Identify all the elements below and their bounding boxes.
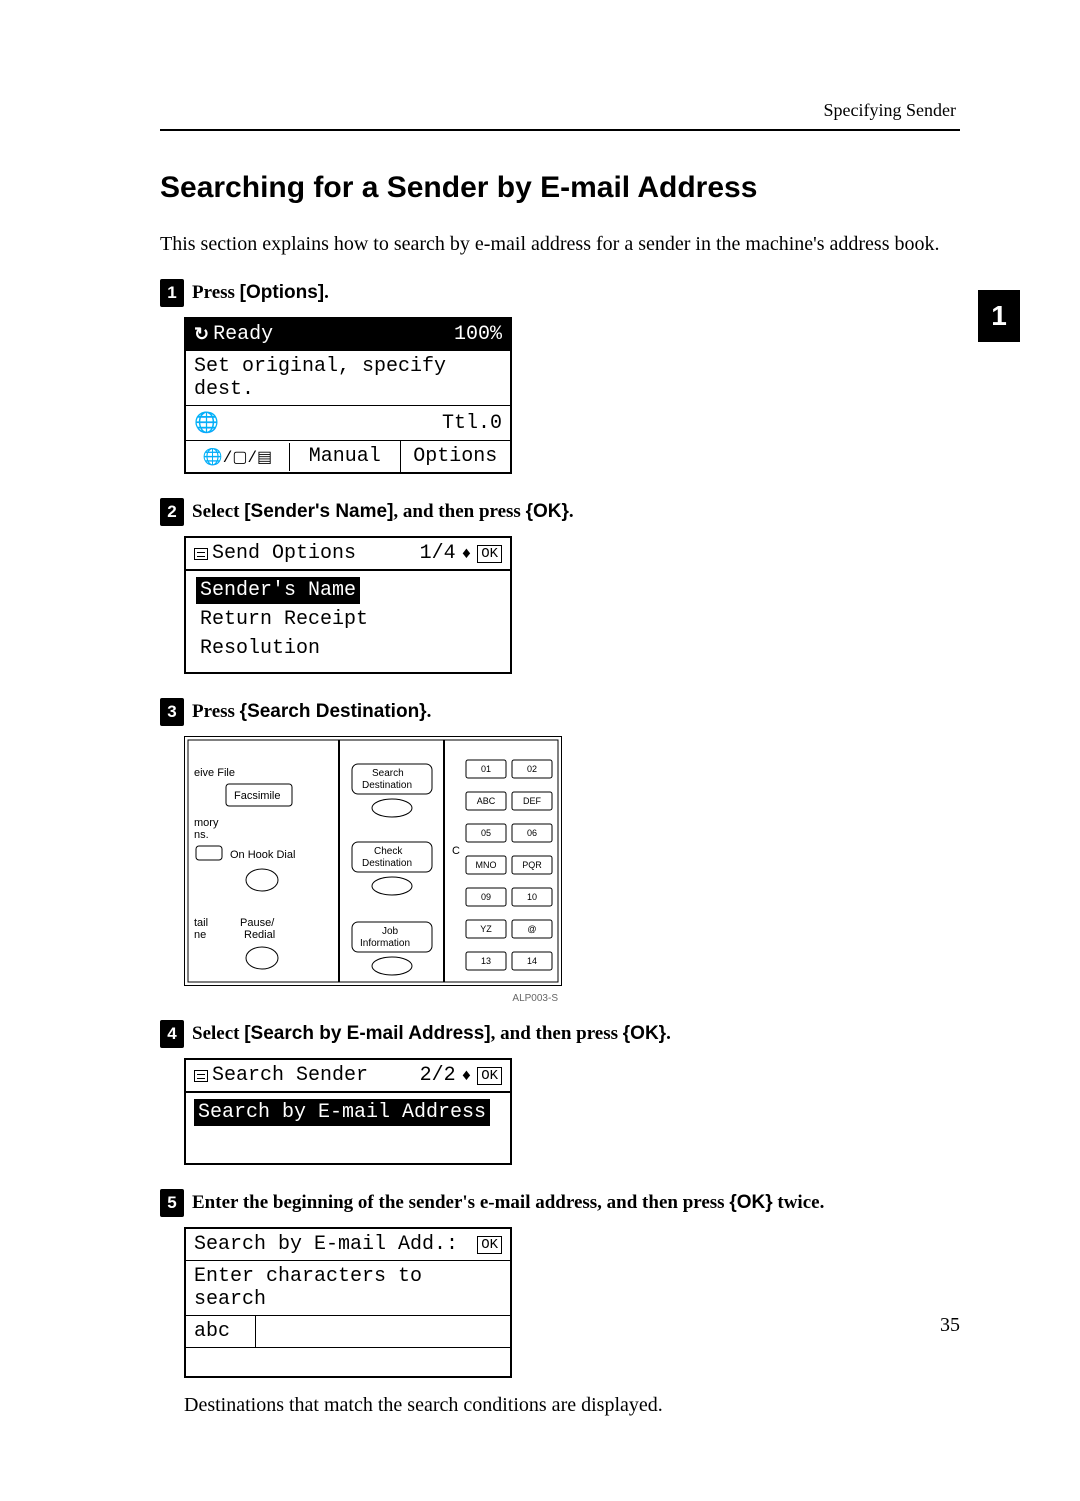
- step-2-number: 2: [160, 498, 184, 526]
- s3-pre: Press: [192, 701, 240, 722]
- lcd1-percent: 100%: [454, 323, 502, 346]
- svg-text:Destination: Destination: [362, 858, 412, 869]
- svg-text:YZ: YZ: [480, 924, 492, 934]
- svg-text:ABC: ABC: [477, 796, 496, 806]
- svg-text:mory: mory: [194, 817, 219, 829]
- svg-text:10: 10: [527, 892, 537, 902]
- s4-mid: , and then press: [491, 1023, 623, 1044]
- svg-text:Redial: Redial: [244, 929, 275, 941]
- lcd5-input: abc: [186, 1316, 256, 1347]
- page-header: Specifying Sender: [160, 100, 960, 121]
- s4-key: {OK}: [623, 1023, 666, 1044]
- step-5-number: 5: [160, 1189, 184, 1217]
- lcd-screen-2: Send Options 1/4 ♦ OK Sender's Name Retu…: [184, 536, 512, 674]
- s2-bold: [Sender's Name]: [244, 501, 393, 522]
- lcd5-ok: OK: [477, 1236, 502, 1254]
- s2-pre: Select: [192, 501, 244, 522]
- lcd2-page: 1/4: [420, 542, 456, 565]
- s3-key: {Search Destination}: [240, 701, 427, 722]
- lcd2-ok: OK: [477, 545, 502, 563]
- s5-pre: Enter the beginning of the sender's e-ma…: [192, 1192, 729, 1213]
- lcd-screen-1: ↻Ready 100% Set original, specify dest. …: [184, 317, 512, 474]
- step-1-number: 1: [160, 279, 184, 307]
- svg-text:@: @: [527, 924, 536, 934]
- svg-text:13: 13: [481, 956, 491, 966]
- step-5-text: Enter the beginning of the sender's e-ma…: [192, 1192, 824, 1214]
- svg-text:ns.: ns.: [194, 829, 209, 841]
- s2-key: {OK}: [526, 501, 569, 522]
- step-4-number: 4: [160, 1020, 184, 1048]
- step-1-text: Press [Options].: [192, 282, 329, 304]
- step-1-post: .: [324, 282, 329, 303]
- svg-text:05: 05: [481, 828, 491, 838]
- ready-icon: ↻: [194, 324, 209, 346]
- lcd-screen-5: Search by E-mail Add.: OK Enter characte…: [184, 1227, 512, 1378]
- svg-text:Facsimile: Facsimile: [234, 790, 280, 802]
- lcd1-manual: Manual: [290, 441, 401, 472]
- header-rule: [160, 129, 960, 131]
- step-3-text: Press {Search Destination}.: [192, 701, 431, 723]
- lcd2-opt2: Return Receipt: [196, 606, 500, 633]
- lcd2-opt3: Resolution: [196, 635, 500, 662]
- svg-text:02: 02: [527, 764, 537, 774]
- s4-pre: Select: [192, 1023, 244, 1044]
- step-2-text: Select [Sender's Name], and then press {…: [192, 501, 574, 523]
- svg-text:Information: Information: [360, 938, 410, 949]
- svg-text:MNO: MNO: [476, 860, 497, 870]
- s4-post: .: [666, 1023, 671, 1044]
- s2-post: .: [569, 501, 574, 522]
- updown-icon-2: ♦: [462, 1068, 472, 1084]
- svg-text:On Hook Dial: On Hook Dial: [230, 849, 295, 861]
- svg-text:Pause/: Pause/: [240, 917, 275, 929]
- network-icon: 🌐: [194, 410, 219, 436]
- lcd-screen-4: Search Sender 2/2 ♦ OK Search by E-mail …: [184, 1058, 512, 1165]
- lcd1-options: Options: [401, 441, 511, 472]
- lcd4-page: 2/2: [420, 1064, 456, 1087]
- svg-text:PQR: PQR: [522, 860, 542, 870]
- svg-text:Job: Job: [382, 926, 399, 937]
- s4-bold: [Search by E-mail Address]: [244, 1023, 490, 1044]
- control-panel-diagram: eive File Facsimile mory ns. On Hook Dia…: [184, 736, 562, 986]
- svg-text:01: 01: [481, 764, 491, 774]
- s3-post: .: [427, 701, 432, 722]
- svg-text:Search: Search: [372, 768, 404, 779]
- svg-text:09: 09: [481, 892, 491, 902]
- lcd1-ttl: Ttl.0: [442, 412, 502, 435]
- svg-text:06: 06: [527, 828, 537, 838]
- section-title: Searching for a Sender by E-mail Address: [160, 171, 960, 205]
- step-3-number: 3: [160, 698, 184, 726]
- s5-post: twice.: [773, 1192, 825, 1213]
- lcd2-opt-selected: Sender's Name: [196, 577, 360, 604]
- lcd1-line2: Set original, specify dest.: [186, 351, 510, 406]
- lcd1-ready: Ready: [213, 323, 273, 346]
- mode-icons: 🌐/▢/▤: [186, 443, 290, 471]
- lcd4-ok: OK: [477, 1067, 502, 1085]
- list-icon: [194, 548, 208, 560]
- svg-text:Check: Check: [374, 846, 403, 857]
- intro-text: This section explains how to search by e…: [160, 229, 960, 259]
- list-icon-2: [194, 1070, 208, 1082]
- lcd5-title: Search by E-mail Add.:: [194, 1233, 458, 1256]
- lcd4-title: Search Sender: [212, 1064, 368, 1087]
- s5-key: {OK}: [729, 1192, 772, 1213]
- panel-caption: ALP003-S: [512, 993, 558, 1004]
- updown-icon: ♦: [462, 546, 472, 562]
- step-1-pre: Press: [192, 282, 240, 303]
- svg-text:14: 14: [527, 956, 537, 966]
- s2-mid: , and then press: [393, 501, 525, 522]
- svg-text:tail: tail: [194, 917, 208, 929]
- result-text: Destinations that match the search condi…: [184, 1394, 960, 1417]
- page-number: 35: [940, 1314, 960, 1337]
- lcd5-line2: Enter characters to search: [186, 1261, 510, 1316]
- step-1-bold: [Options]: [240, 282, 324, 303]
- svg-text:DEF: DEF: [523, 796, 542, 806]
- lcd2-title: Send Options: [212, 542, 356, 565]
- svg-text:eive File: eive File: [194, 767, 235, 779]
- lcd4-opt-selected: Search by E-mail Address: [194, 1099, 490, 1126]
- step-4-text: Select [Search by E-mail Address], and t…: [192, 1023, 671, 1045]
- svg-text:C: C: [452, 845, 460, 857]
- svg-text:ne: ne: [194, 929, 206, 941]
- svg-text:Destination: Destination: [362, 780, 412, 791]
- chapter-tab: 1: [978, 290, 1020, 342]
